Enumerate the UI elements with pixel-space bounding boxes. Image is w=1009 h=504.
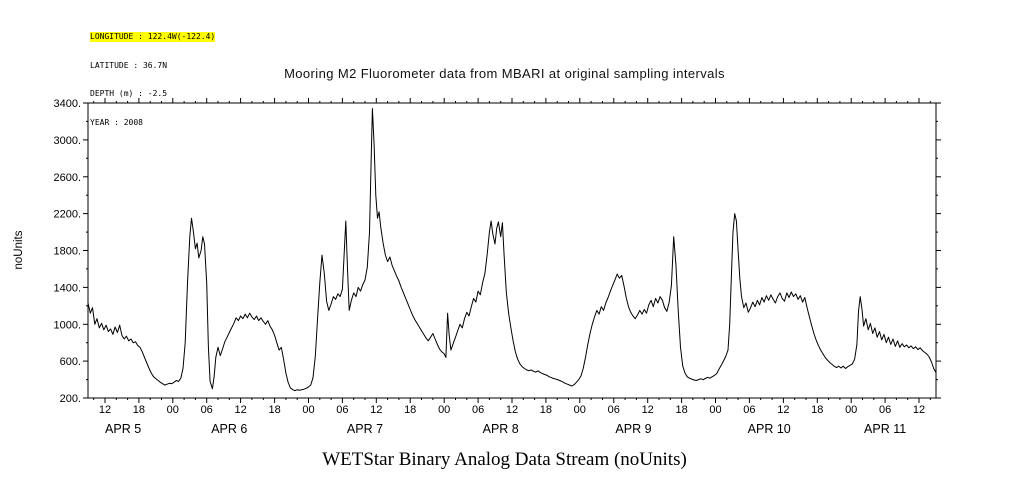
y-tick-label: 2200.	[53, 209, 81, 221]
x-tick-label: 06	[201, 404, 213, 416]
year-label: YEAR : 2008	[90, 117, 143, 127]
x-tick-label: 06	[608, 404, 620, 416]
x-tick-label: 18	[404, 404, 416, 416]
x-tick-label: 12	[370, 404, 382, 416]
x-tick-label: 00	[574, 404, 586, 416]
latitude-label: LATITUDE : 36.7N	[90, 60, 168, 70]
y-tick-label: 2600.	[53, 172, 81, 184]
y-tick-label: 200.	[60, 393, 81, 405]
x-tick-label: 06	[879, 404, 891, 416]
plot-metadata: LONGITUDE : 122.4W(-122.4) LATITUDE : 36…	[90, 13, 216, 146]
date-label: APR 9	[615, 422, 651, 436]
depth-label: DEPTH (m) : -2.5	[90, 89, 168, 98]
plot-frame	[87, 102, 937, 399]
y-tick-label: 1400.	[53, 282, 81, 294]
x-tick-label: 12	[506, 404, 518, 416]
y-tick-label: 3000.	[53, 135, 81, 147]
x-tick-label: 12	[913, 404, 925, 416]
x-tick-label: 00	[709, 404, 721, 416]
x-tick-label: 12	[642, 404, 654, 416]
date-label: APR 6	[211, 422, 247, 436]
fluorometer-data-line	[87, 108, 937, 392]
y-tick-label: 3400.	[53, 98, 81, 110]
x-tick-label: 18	[675, 404, 687, 416]
x-tick-label: 18	[133, 404, 145, 416]
x-tick-label: 06	[472, 404, 484, 416]
date-label: APR 5	[105, 422, 141, 436]
date-label: APR 10	[748, 422, 791, 436]
x-tick-label: 12	[99, 404, 111, 416]
x-tick-label: 00	[438, 404, 450, 416]
chart-title: Mooring M2 Fluorometer data from MBARI a…	[284, 66, 725, 81]
x-tick-label: 18	[268, 404, 280, 416]
date-label: APR 8	[483, 422, 519, 436]
longitude-highlight: LONGITUDE : 122.4W(-122.4)	[90, 32, 216, 42]
x-tick-label: 12	[234, 404, 246, 416]
date-label: APR 7	[347, 422, 383, 436]
x-tick-label: 06	[336, 404, 348, 416]
x-tick-label: 18	[811, 404, 823, 416]
x-tick-label: 06	[743, 404, 755, 416]
longitude-label: LONGITUDE : 122.4W(-122.4)	[90, 32, 216, 42]
y-tick-label: 1000.	[53, 319, 81, 331]
date-label: APR 11	[864, 422, 906, 436]
data-stream-title: WETStar Binary Analog Data Stream (noUni…	[322, 449, 687, 470]
x-tick-label: 12	[777, 404, 789, 416]
x-tick-label: 00	[167, 404, 179, 416]
y-tick-label: 600.	[60, 356, 81, 368]
x-tick-label: 00	[302, 404, 314, 416]
x-tick-label: 18	[540, 404, 552, 416]
y-tick-label: 1800.	[53, 246, 81, 258]
x-tick-label: 00	[845, 404, 857, 416]
